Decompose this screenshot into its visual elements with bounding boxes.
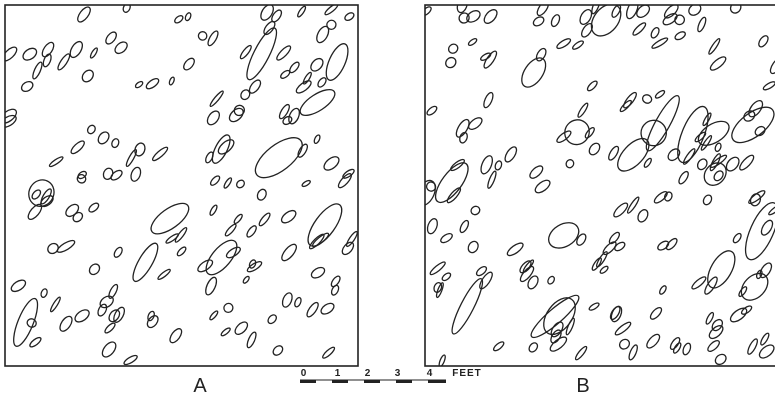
scale-unit: FEET	[452, 368, 482, 379]
scale-segment	[332, 380, 348, 383]
scale-segment	[396, 380, 412, 383]
scale-label: 1	[335, 368, 342, 379]
figure: A B 0 1 2 3 4 FEET	[0, 0, 775, 406]
scale-bar: 0 1 2 3 4 FEET	[300, 368, 482, 383]
page: {"panels": [{"label": "A"}, {"label": "B…	[0, 0, 775, 406]
scale-segment	[364, 380, 380, 383]
scale-segment	[300, 380, 316, 383]
scale-label: 4	[427, 368, 434, 379]
scale-segment	[428, 380, 446, 383]
panel-label: B	[576, 375, 589, 397]
panel-label: A	[193, 375, 207, 397]
scale-label: 3	[395, 368, 402, 379]
panel-frame	[5, 5, 358, 366]
scale-label: 0	[301, 368, 308, 379]
scale-label: 2	[365, 368, 372, 379]
panel-frame	[425, 5, 775, 366]
